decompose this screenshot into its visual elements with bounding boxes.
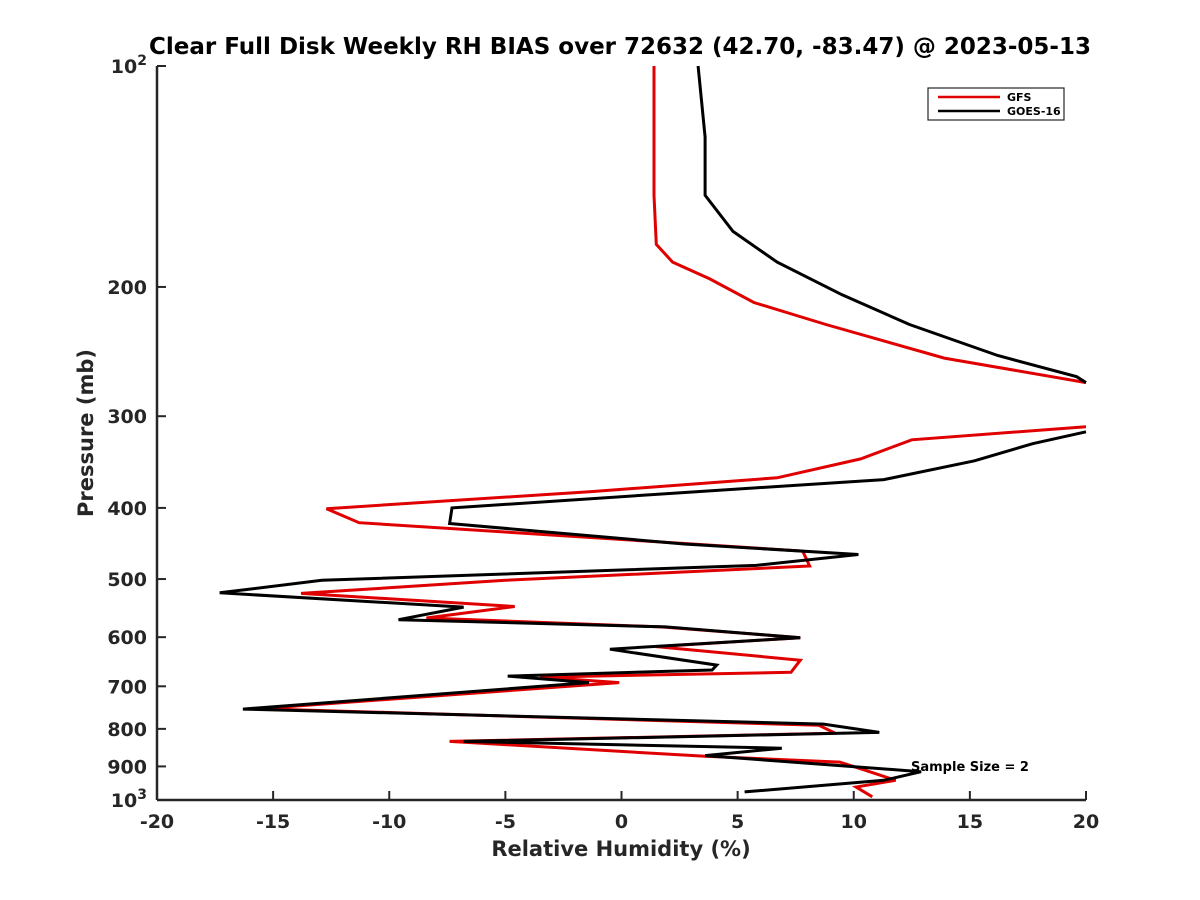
x-tick-label: -15: [256, 811, 290, 833]
series-line-gfs-seg0: [652, 66, 1087, 385]
legend-label-goes16: GOES-16: [1007, 105, 1061, 118]
legend-label-gfs: GFS: [1007, 91, 1032, 104]
y-tick-group: 102 200 300 400 500 600 700 800 900 103: [107, 53, 166, 812]
x-tick-label: 15: [957, 811, 983, 833]
x-tick-label: 0: [615, 811, 628, 833]
x-tick-label: 20: [1073, 811, 1099, 833]
y-tick-label: 400: [107, 498, 147, 520]
series-line-goes16-seg0: [696, 65, 1087, 384]
sample-size-annotation: Sample Size = 2: [911, 760, 1029, 775]
y-tick-label: 103: [111, 787, 147, 812]
x-tick-group: -20 -15 -10 -5 0 5 10 15 20: [140, 791, 1099, 833]
chart-title: Clear Full Disk Weekly RH BIAS over 7263…: [149, 34, 1091, 60]
x-tick-label: -5: [495, 811, 516, 833]
series-line-goes16-seg1: [219, 430, 1087, 794]
series-lines: [219, 65, 1087, 799]
x-tick-label: -20: [140, 811, 174, 833]
legend: GFS GOES-16: [927, 87, 1065, 121]
x-axis-label: Relative Humidity (%): [491, 837, 750, 861]
y-tick-label: 200: [107, 277, 147, 299]
x-tick-label: -10: [372, 811, 406, 833]
y-tick-label: 800: [107, 719, 147, 741]
x-tick-label: 5: [731, 811, 744, 833]
x-tick-label: 10: [841, 811, 867, 833]
y-axis-label: Pressure (mb): [74, 349, 98, 517]
y-tick-label: 700: [107, 676, 147, 698]
y-tick-label: 102: [111, 53, 147, 78]
y-tick-label: 300: [107, 406, 147, 428]
y-tick-label: 600: [107, 627, 147, 649]
y-tick-label: 500: [107, 569, 147, 591]
y-tick-label: 900: [107, 756, 147, 778]
legend-box: [927, 87, 1065, 121]
